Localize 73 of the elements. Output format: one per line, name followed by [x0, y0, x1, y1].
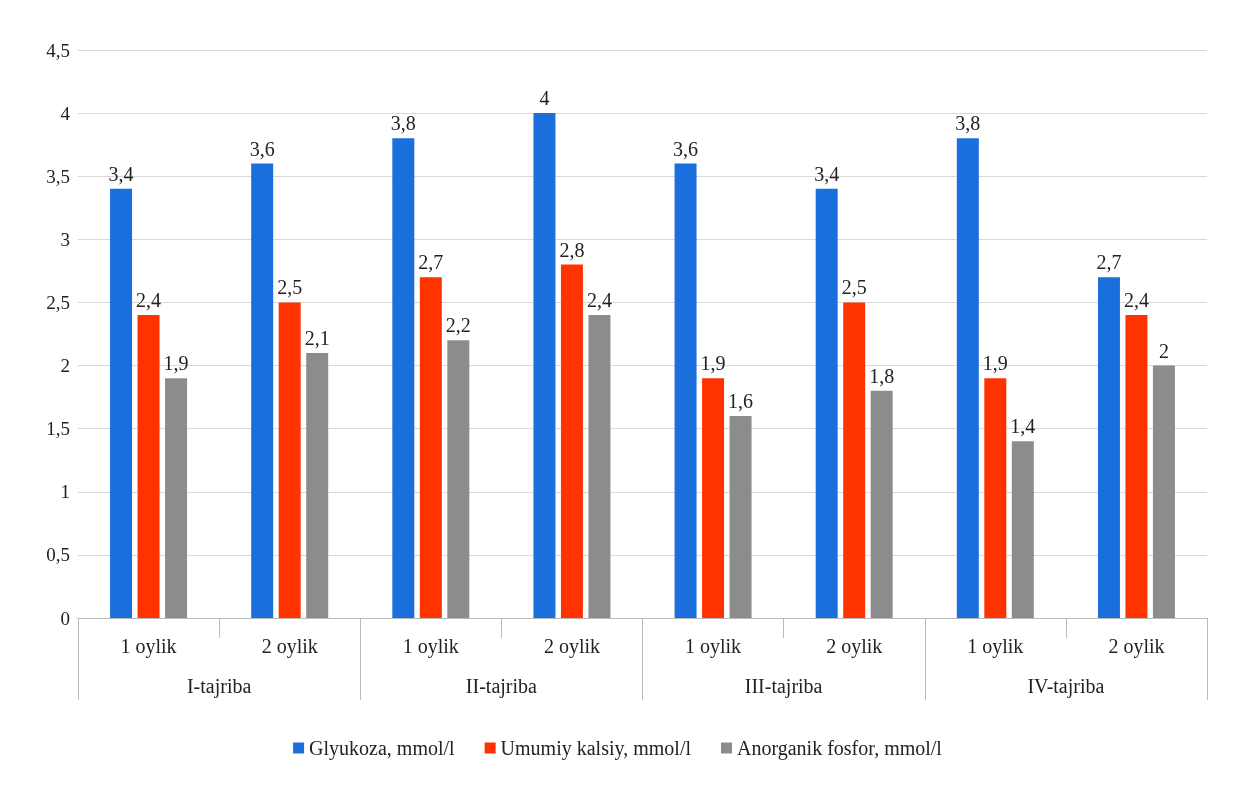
data-label: 3,4 [108, 162, 134, 185]
bar [137, 315, 160, 618]
data-label: 2,4 [586, 289, 612, 312]
data-label: 3,6 [673, 137, 699, 160]
data-label: 2,4 [1123, 289, 1149, 312]
bar [843, 302, 866, 618]
bar [447, 340, 470, 618]
bar [674, 163, 697, 618]
data-label: 2,1 [304, 326, 330, 349]
data-label: 3,4 [814, 162, 840, 185]
x-tick-label: 1 oylik [402, 635, 459, 658]
bar [984, 378, 1007, 618]
data-label: 2 [1158, 339, 1169, 362]
data-label: 1,8 [869, 364, 895, 387]
data-label: 2,8 [559, 238, 585, 261]
text: II-tajriba [465, 675, 538, 698]
x-tick-label: 1 oylik [967, 635, 1024, 658]
y-tick-label: 1 [60, 481, 70, 503]
data-label: 1,9 [163, 352, 189, 375]
bar [110, 188, 133, 618]
data-label: 1,9 [700, 352, 726, 375]
bar [392, 138, 415, 618]
legend-label: Umumiy kalsiy, mmol/l [500, 737, 692, 760]
data-label: 1,9 [982, 352, 1008, 375]
data-label: 2,7 [1096, 251, 1122, 274]
bar [1125, 315, 1148, 618]
data-label: 1,4 [1010, 415, 1036, 438]
x-tick-label: 2 oylik [826, 635, 883, 658]
y-tick-label: 2,5 [46, 291, 70, 313]
data-label: 2,7 [418, 251, 444, 274]
x-tick-label: 1 oylik [685, 635, 742, 658]
y-tick-label: 2 [60, 355, 70, 377]
y-tick-label: 4 [60, 102, 71, 124]
x-tick-label: 2 oylik [1108, 635, 1165, 658]
bar [956, 138, 979, 618]
y-tick-label: 4,5 [46, 39, 70, 61]
data-label: 2,5 [841, 276, 867, 299]
text: III-tajriba [744, 675, 823, 698]
bar [419, 277, 442, 618]
bar [815, 188, 838, 618]
legend-label: Anorganik fosfor, mmol/l [736, 737, 943, 760]
bar [588, 315, 611, 618]
bar [1097, 277, 1120, 618]
y-tick-label: 0 [60, 607, 70, 629]
text: I-tajriba [186, 675, 252, 698]
bar [1152, 365, 1175, 618]
bar [533, 113, 556, 618]
legend-label: Glyukoza, mmol/l [309, 737, 456, 760]
data-label: 2,2 [445, 314, 471, 337]
y-tick-label: 3 [60, 228, 70, 250]
data-label: 3,8 [955, 112, 981, 135]
bar [251, 163, 274, 618]
data-label: 2,5 [277, 276, 303, 299]
bar [729, 416, 752, 618]
data-label: 3,6 [249, 137, 275, 160]
y-tick-label: 0,5 [46, 544, 70, 566]
x-tick-label: 1 oylik [120, 635, 177, 658]
bar [560, 264, 583, 618]
y-tick-label: 3,5 [46, 165, 70, 187]
y-tick-label: 1,5 [46, 418, 70, 440]
bar [278, 302, 301, 618]
x-tick-label: 2 oylik [543, 635, 600, 658]
data-label: 2,4 [136, 289, 162, 312]
bar [1011, 441, 1034, 618]
bar [165, 378, 188, 618]
text: IV-tajriba [1027, 675, 1105, 698]
data-label: 4 [539, 87, 550, 110]
bar [306, 352, 329, 618]
bar [870, 390, 893, 618]
x-tick-label: 2 oylik [261, 635, 318, 658]
bar [702, 378, 725, 618]
data-label: 1,6 [728, 390, 754, 413]
data-label: 3,8 [390, 112, 416, 135]
